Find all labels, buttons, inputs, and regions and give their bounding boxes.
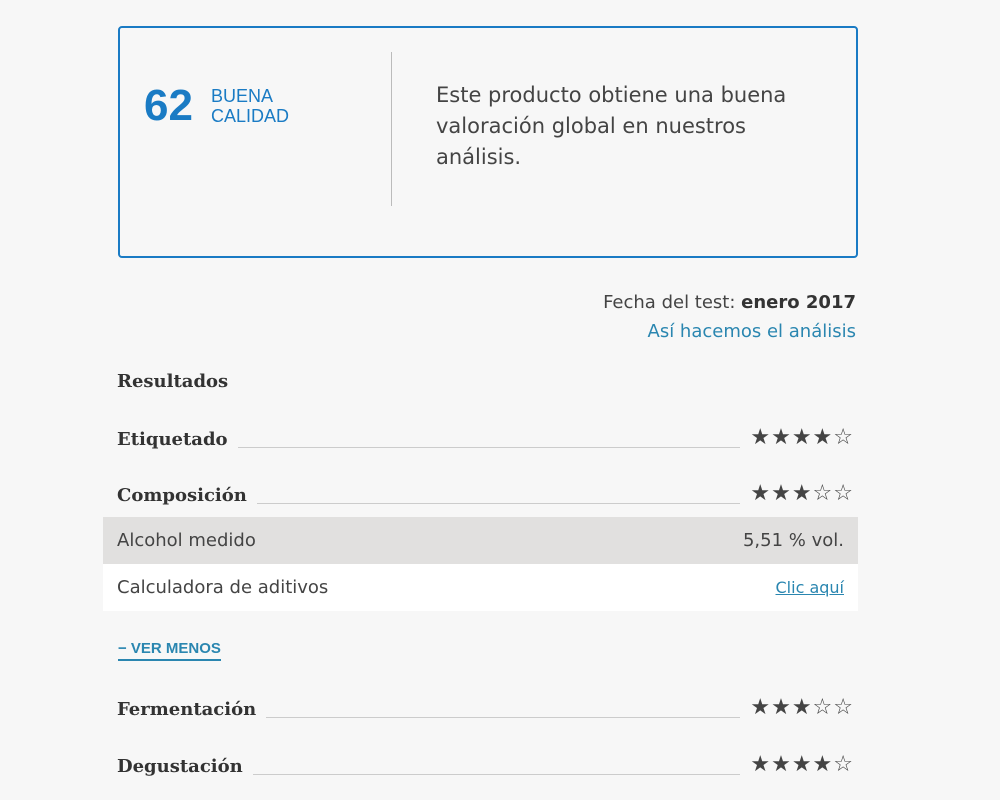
- see-less-toggle[interactable]: − VER MENOS: [118, 640, 221, 661]
- category-row: Fermentación ★★★☆☆: [117, 690, 854, 720]
- leader-line: [256, 503, 741, 504]
- method-link[interactable]: Así hacemos el análisis: [647, 321, 857, 342]
- leader-line: [266, 717, 741, 718]
- star-rating: ★★★★☆: [750, 752, 854, 777]
- category-name: Etiquetado: [117, 429, 228, 450]
- click-here-link[interactable]: Clic aquí: [775, 578, 845, 597]
- leader-line: [252, 774, 741, 775]
- category-row: Degustación ★★★★☆: [117, 747, 854, 777]
- detail-row-alcohol: Alcohol medido 5,51 % vol.: [103, 517, 858, 564]
- score-value: 62: [144, 81, 193, 130]
- quality-line1: BUENA: [211, 86, 274, 106]
- category-name: Degustación: [117, 756, 243, 777]
- detail-row-additives: Calculadora de aditivos Clic aquí: [103, 564, 858, 611]
- star-rating: ★★★☆☆: [750, 695, 854, 720]
- category-row: Etiquetado ★★★★☆: [117, 420, 854, 450]
- test-date-label: Fecha del test:: [603, 292, 736, 313]
- quality-label: BUENA CALIDAD: [211, 86, 289, 126]
- category-name: Fermentación: [117, 699, 257, 720]
- divider: [391, 52, 392, 206]
- score-description: Este producto obtiene una buena valoraci…: [436, 83, 787, 169]
- quality-line2: CALIDAD: [211, 106, 290, 126]
- results-title: Resultados: [117, 371, 229, 392]
- leader-line: [237, 447, 741, 448]
- detail-label: Alcohol medido: [117, 530, 256, 551]
- score-card: 62 BUENA CALIDAD Este producto obtiene un…: [118, 26, 858, 258]
- star-rating: ★★★★☆: [750, 425, 854, 450]
- test-date: Fecha del test: enero 2017: [603, 292, 856, 313]
- test-date-value: enero 2017: [741, 292, 856, 313]
- star-rating: ★★★☆☆: [750, 481, 854, 506]
- detail-value: 5,51 % vol.: [742, 530, 844, 551]
- category-name: Composición: [117, 485, 247, 506]
- detail-label: Calculadora de aditivos: [117, 577, 329, 598]
- category-row: Composición ★★★☆☆: [117, 476, 854, 506]
